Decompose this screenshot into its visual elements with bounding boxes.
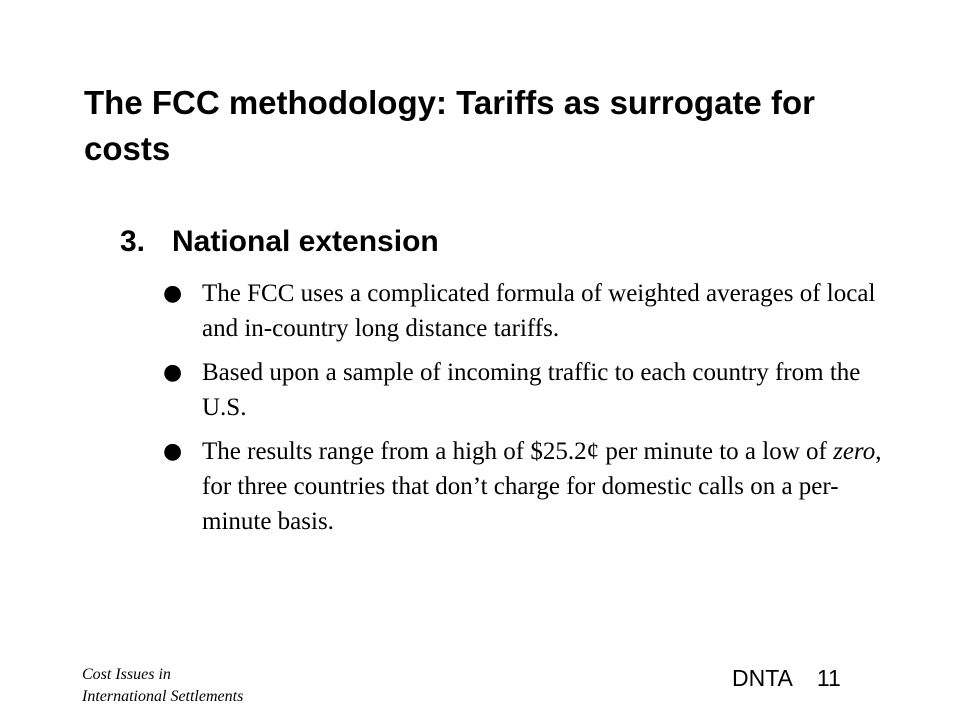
- bullet-dot-icon: ●: [163, 360, 183, 385]
- page-number: 11: [816, 665, 841, 691]
- section-heading: 3. National extension: [120, 222, 439, 262]
- bullet-text-continued: , for three countries that don’t charge …: [202, 438, 882, 535]
- bullet-item: ● The FCC uses a complicated formula of w…: [162, 276, 902, 346]
- section-heading-text: National extension: [172, 225, 439, 258]
- section-number: 3.: [120, 225, 146, 258]
- footer-label: DNTA: [732, 665, 793, 691]
- bullet-text: The FCC uses a complicated formula of we…: [202, 280, 876, 342]
- footer-right: DNTA 11: [732, 664, 841, 692]
- bullet-text: Based upon a sample of incoming traffic …: [202, 359, 861, 421]
- bullet-dot-icon: ●: [163, 281, 183, 306]
- footer-source-line: Cost Issues in: [82, 666, 171, 683]
- bullet-dot-icon: ●: [163, 439, 183, 464]
- bullet-text: The results range from a high of $25.2¢ …: [202, 438, 834, 465]
- footer-source: Cost Issues in International Settlements: [82, 664, 243, 708]
- bullet-emphasis: zero: [833, 438, 876, 465]
- bullet-item: ● The results range from a high of $25.2¢…: [162, 434, 902, 539]
- bullet-list: ● The FCC uses a complicated formula of w…: [162, 276, 902, 548]
- bullet-item: ● Based upon a sample of incoming traffic…: [162, 355, 902, 425]
- footer-source-line: International Settlements: [82, 688, 244, 705]
- slide-title: The FCC methodology: Tariffs as surrogat…: [84, 84, 815, 167]
